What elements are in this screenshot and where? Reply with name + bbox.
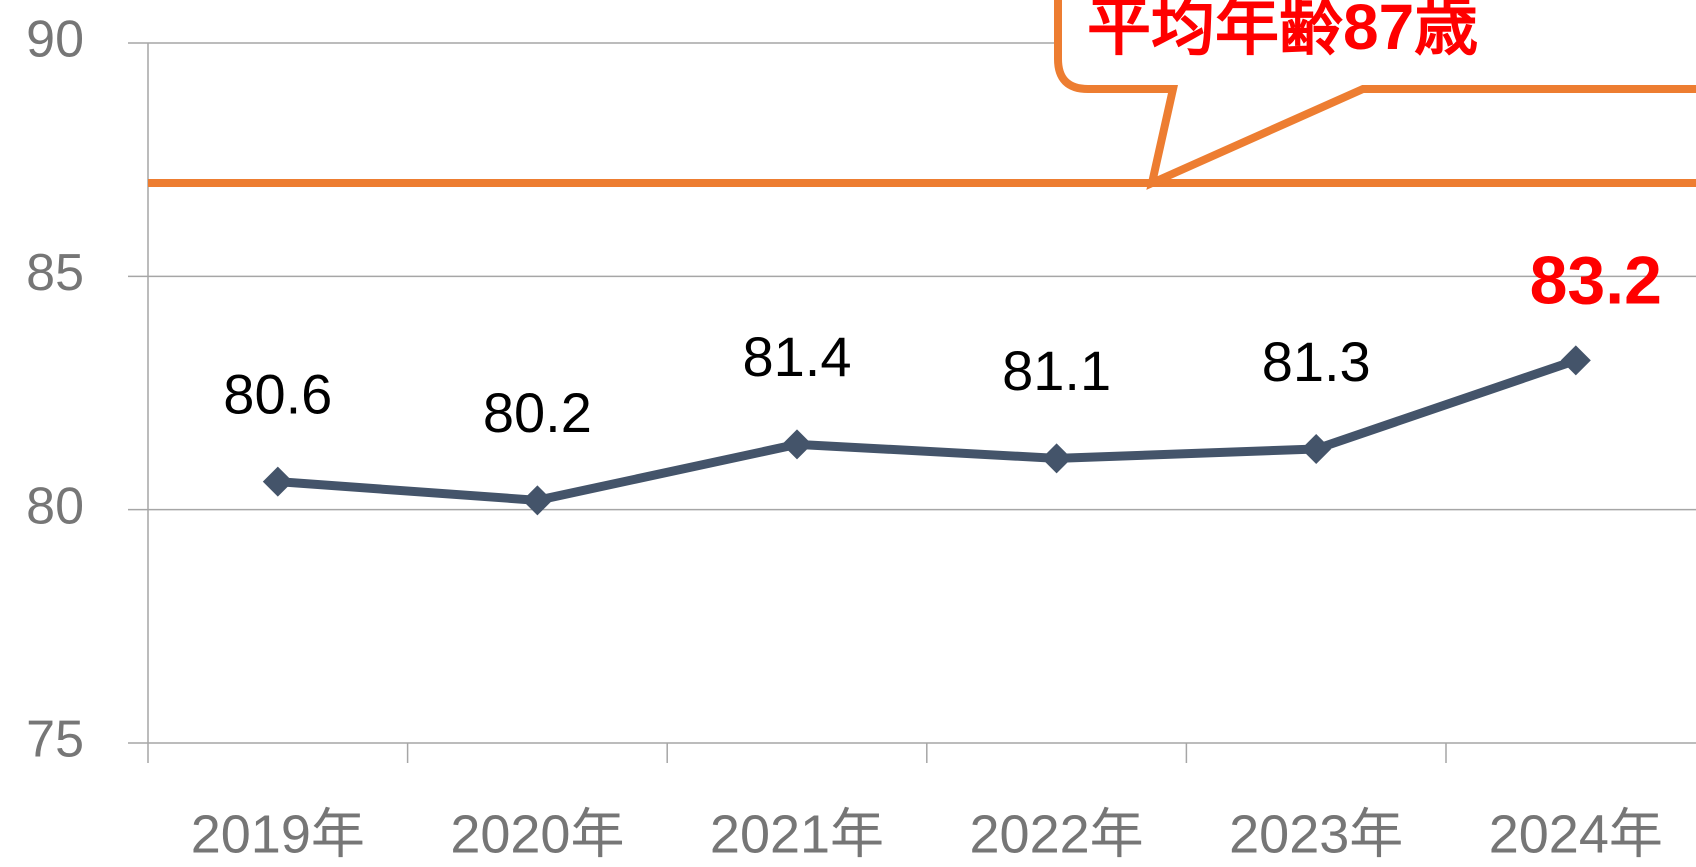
data-label: 80.2 <box>483 381 592 444</box>
marker <box>1041 443 1072 474</box>
data-label: 81.4 <box>743 325 852 388</box>
data-label: 81.3 <box>1262 330 1371 393</box>
marker <box>1560 345 1591 376</box>
x-tick-label: 2023年 <box>1229 804 1403 864</box>
callout <box>1054 0 1696 190</box>
x-tick-label: 2022年 <box>970 804 1144 864</box>
x-tick-label: 2020年 <box>450 804 624 864</box>
x-tick-label: 2021年 <box>710 804 884 864</box>
data-label: 83.2 <box>1530 242 1662 318</box>
series-line <box>277 356 1578 505</box>
callout-label: 平均年齢87歳 <box>1087 0 1478 63</box>
marker <box>1301 434 1332 464</box>
y-tick-label: 85 <box>26 244 84 302</box>
x-tick-label: 2019年 <box>191 804 365 864</box>
x-tick-label: 2024年 <box>1489 804 1663 864</box>
marker <box>522 485 553 516</box>
y-tick-label: 90 <box>26 11 84 69</box>
marker <box>782 429 812 460</box>
marker <box>262 466 293 497</box>
data-label: 80.6 <box>223 362 332 425</box>
y-tick-label: 75 <box>26 711 84 769</box>
data-label: 81.1 <box>1002 339 1111 402</box>
y-tick-label: 80 <box>26 477 84 535</box>
